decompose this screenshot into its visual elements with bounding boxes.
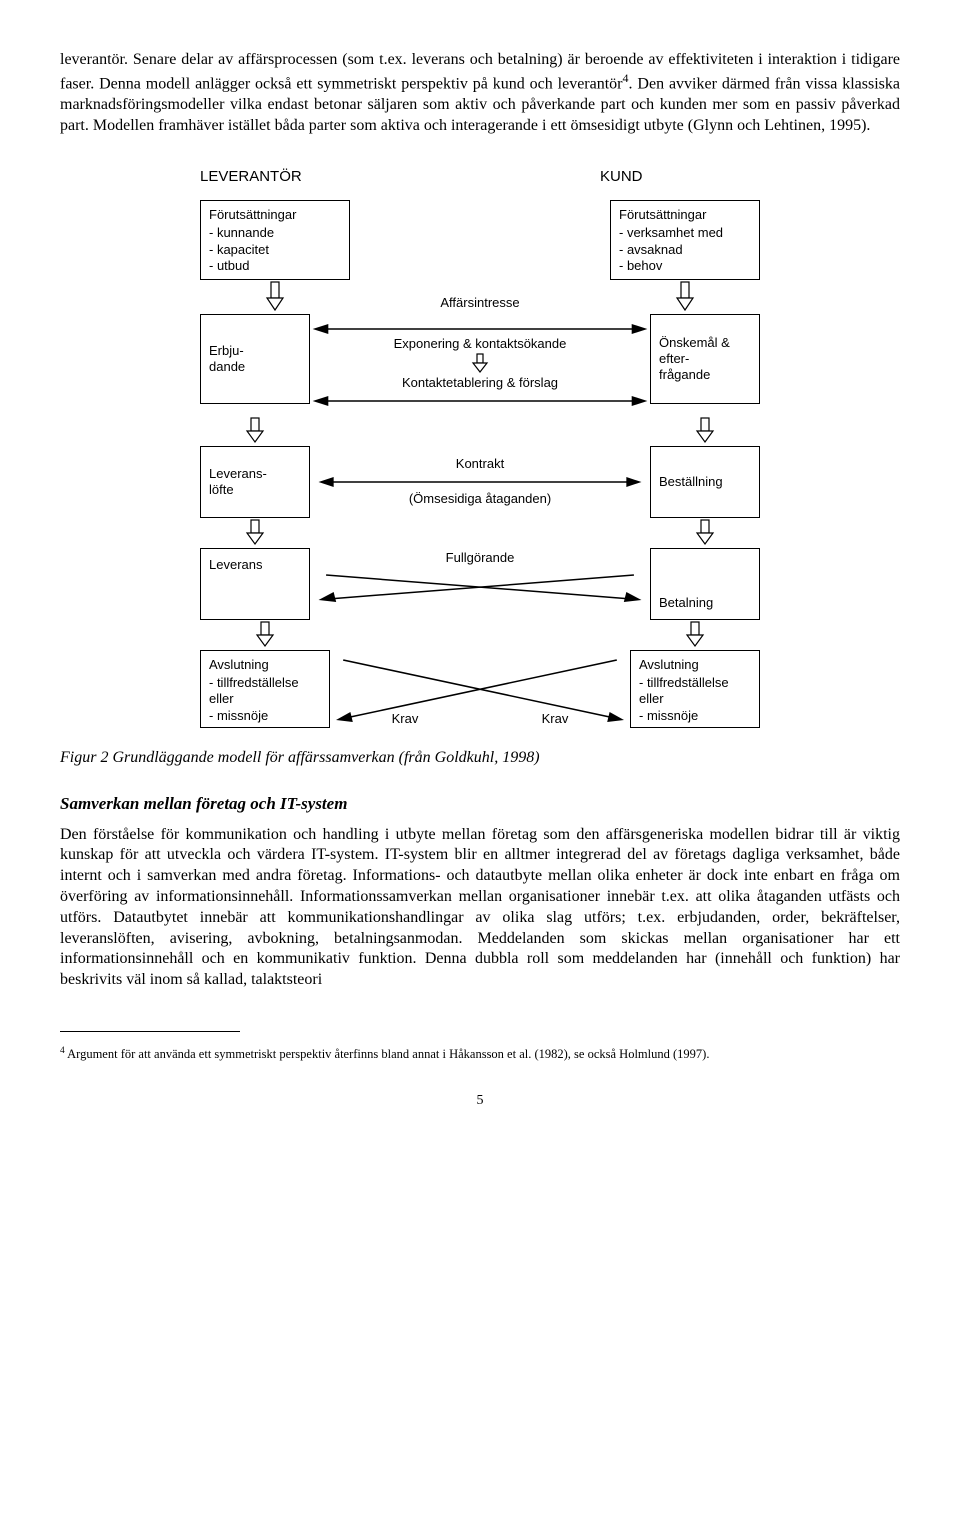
label-payment: Betalning [659,595,713,611]
supplier-prereq-2: - utbud [209,258,341,274]
box-customer-close: Avslutning - tillfredställelse eller - m… [630,650,760,728]
arrow-down-icon [242,518,268,548]
label-interest: Affärsintresse [440,295,519,312]
arrow-down-icon [692,416,718,446]
label-promise: Leverans- löfte [209,466,267,499]
arrow-down-icon [242,416,268,446]
supplier-close-0: - tillfredställelse [209,675,321,691]
box-payment: Betalning [650,548,760,620]
box-supplier-close: Avslutning - tillfredställelse eller - m… [200,650,330,728]
customer-prereq-title: Förutsättningar [619,207,751,223]
customer-prereq-2: - behov [619,258,751,274]
page-number: 5 [60,1092,900,1110]
label-krav-left: Krav [392,711,419,728]
arrow-down-icon [252,620,278,650]
supplier-close-2: - missnöje [209,708,321,724]
supplier-prereq-title: Förutsättningar [209,207,341,223]
label-contact: Kontaktetablering & förslag [402,375,558,392]
label-contract: Kontrakt [456,456,504,473]
customer-close-1: eller [639,691,751,707]
supplier-prereq-0: - kunnande [209,225,341,241]
figure-caption: Figur 2 Grundläggande modell för affärss… [60,748,900,769]
box-customer-prereq: Förutsättningar - verksamhet med - avsak… [610,200,760,280]
footnote-text: Argument för att använda ett symmetriskt… [67,1047,709,1061]
footnote-separator [60,1031,240,1032]
arrow-down-icon [682,620,708,650]
supplier-prereq-1: - kapacitet [209,242,341,258]
arrow-down-icon [692,518,718,548]
paragraph-intro: leverantör. Senare delar av affärsproces… [60,50,900,137]
arrow-bidirectional-icon [310,392,650,410]
customer-prereq-0: - verksamhet med [619,225,751,241]
label-offer: Erbju- dande [209,343,245,376]
customer-close-title: Avslutning [639,657,751,673]
customer-prereq-1: - avsaknad [619,242,751,258]
arrow-cross-icon [316,567,644,607]
box-offer: Erbju- dande [200,314,310,404]
label-order: Beställning [659,474,723,490]
footnote-mark: 4 [60,1046,65,1056]
customer-close-0: - tillfredställelse [639,675,751,691]
arrow-down-small-icon [469,353,491,375]
subheading-samverkan: Samverkan mellan företag och IT-system [60,793,900,815]
box-supplier-prereq: Förutsättningar - kunnande - kapacitet -… [200,200,350,280]
arrow-down-icon [262,280,288,314]
customer-close-2: - missnöje [639,708,751,724]
supplier-close-1: eller [209,691,321,707]
col-head-customer: KUND [600,167,760,187]
label-expose: Exponering & kontaktsökande [394,336,567,353]
box-promise: Leverans- löfte [200,446,310,518]
arrow-down-icon [672,280,698,314]
arrow-bidirectional-icon [316,473,644,491]
box-delivery: Leverans [200,548,310,620]
box-wish: Önskemål & efter- frågande [650,314,760,404]
supplier-close-title: Avslutning [209,657,321,673]
col-head-supplier: LEVERANTÖR [200,167,360,187]
paragraph-samverkan: Den förståelse för kommunikation och han… [60,825,900,991]
label-delivery: Leverans [209,557,262,573]
box-order: Beställning [650,446,760,518]
footnote-4: 4 Argument för att använda ett symmetris… [60,1045,900,1062]
label-krav-right: Krav [542,711,569,728]
label-wish: Önskemål & efter- frågande [659,335,730,384]
figure-2: LEVERANTÖR KUND Förutsättningar - kunnan… [200,167,760,728]
label-mutual: (Ömsesidiga åtaganden) [409,491,551,508]
label-fulfil: Fullgörande [446,550,515,567]
